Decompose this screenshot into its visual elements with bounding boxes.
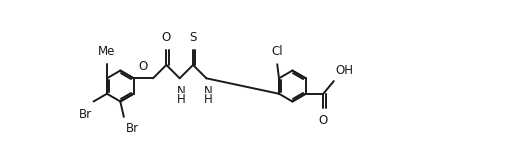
Text: Me: Me: [98, 45, 116, 58]
Text: S: S: [190, 31, 197, 44]
Text: N: N: [204, 85, 212, 98]
Text: N: N: [177, 85, 186, 98]
Text: Cl: Cl: [271, 45, 283, 58]
Text: O: O: [139, 60, 148, 73]
Text: Br: Br: [79, 108, 92, 121]
Text: H: H: [204, 93, 212, 106]
Text: Br: Br: [125, 122, 139, 135]
Text: O: O: [162, 31, 171, 44]
Text: H: H: [177, 93, 186, 106]
Text: O: O: [319, 114, 328, 127]
Text: OH: OH: [336, 64, 354, 77]
